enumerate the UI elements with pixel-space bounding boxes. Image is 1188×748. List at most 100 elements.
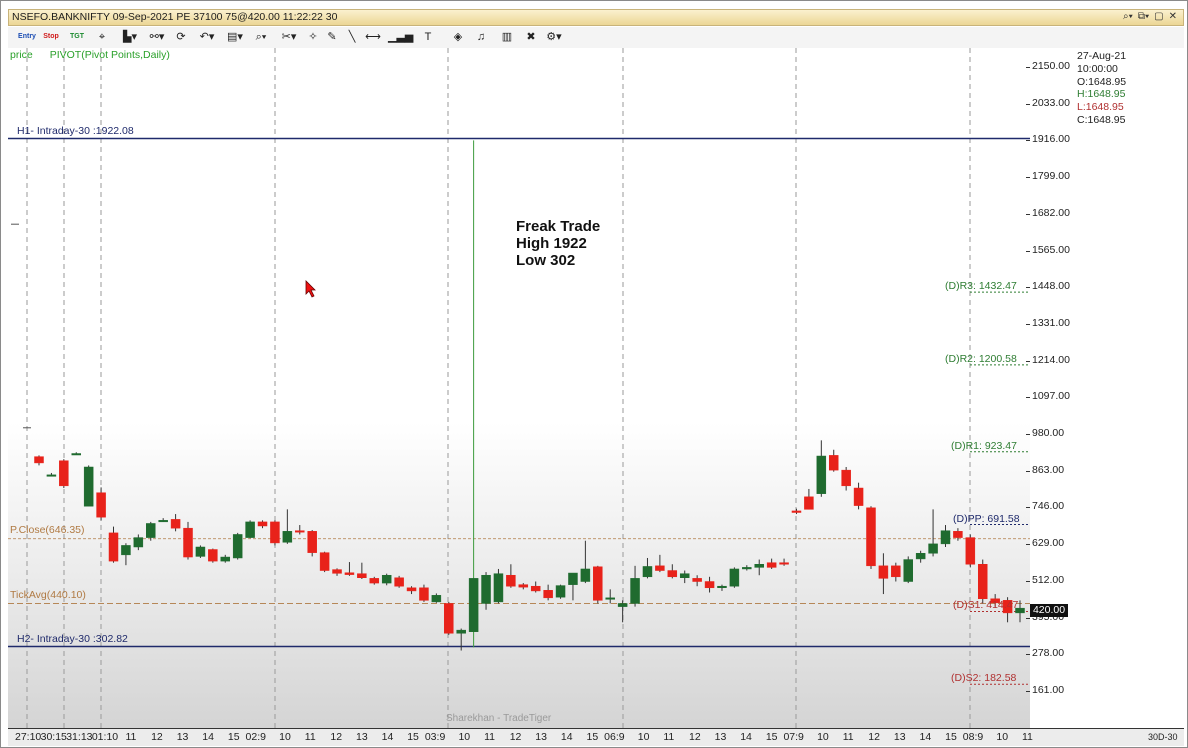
x-axis-tick-label: 01:10 (91, 731, 119, 743)
candlestick-chart[interactable] (8, 48, 1030, 728)
x-axis-tick-label: 14 (202, 731, 214, 743)
candle-body-down (853, 487, 864, 506)
zoom-icon[interactable]: ⌕▾ (255, 31, 267, 43)
link-icon[interactable]: ⚯▾ (149, 31, 165, 43)
y-axis-tick (1026, 544, 1030, 546)
candle-body-down (953, 531, 963, 538)
candle-body-down (841, 469, 851, 487)
bar-chart-icon[interactable]: ▥ (501, 31, 513, 43)
x-axis-tick-label: 14 (560, 731, 573, 743)
x-axis-tick-label: 12 (151, 731, 163, 743)
candle-body-up (1015, 607, 1025, 614)
candle-body-up (580, 568, 591, 582)
settings-icon[interactable]: ⚙▾ (546, 31, 562, 43)
ruler-icon[interactable]: ◈ (453, 31, 463, 43)
candle-body-up (493, 573, 504, 603)
y-axis-tick (1026, 691, 1030, 692)
candle-body-down (170, 519, 181, 529)
candle-body-up (220, 556, 231, 562)
mouse-cursor-icon (305, 280, 316, 298)
x-axis-tick-label: 15 (765, 731, 778, 743)
refresh-icon[interactable]: ⟳ (176, 31, 186, 43)
tick-avg-label: TickAvg(440.10) (10, 589, 86, 601)
close-icon[interactable]: ✕ (1168, 11, 1177, 22)
candle-body-up (754, 564, 764, 568)
ohlc-date: 27-Aug-21 (1077, 50, 1127, 62)
candle-body-down (543, 590, 553, 599)
candle-body-up (282, 531, 293, 543)
y-axis-tick-label: 1214.00 (1032, 353, 1070, 366)
y-axis-tick (1026, 507, 1030, 509)
chart-type-icon[interactable]: ▙▾ (123, 31, 137, 43)
price-axis[interactable]: 2150.00 2033.00 1916.00 1799.00 1682.00 1565.… (1026, 48, 1184, 728)
candle-body-down (977, 564, 988, 600)
restore-icon[interactable]: ⧉▾ (1137, 11, 1150, 22)
candle-body-up (742, 567, 752, 570)
zoom-icon[interactable]: ⌕▾ (1123, 11, 1133, 22)
title-bar[interactable]: NSEFO.BANKNIFTY 09-Sep-2021 PE 37100 75@… (8, 9, 1184, 26)
time-axis[interactable]: 27:10 30:15 31:13 01:10 11 12 13 14 15 02:9 10 11 12… (8, 728, 1184, 746)
y-axis-tick (1026, 287, 1030, 289)
x-axis-tick-label: 07:9 (783, 731, 804, 743)
x-axis-tick-label: 12 (689, 731, 701, 743)
undo-icon[interactable]: ↶▾ (199, 31, 215, 43)
x-axis-tick-label: 12 (868, 731, 880, 743)
y-axis-tick-label: 1565.00 (1032, 243, 1070, 256)
x-axis-tick-label: 11 (842, 731, 854, 743)
candle-body-down (208, 549, 218, 562)
y-axis-tick (1026, 580, 1030, 582)
chart-toolbar: Entry Stop TGT ⌖ ▙▾ ⚯▾ ⟳ ↶▾ ▤▾ ⌕▾ ✂▾ ✧ ✎… (8, 27, 1184, 49)
x-axis-tick-label: 13 (893, 731, 906, 743)
y-axis-tick-label: 1799.00 (1032, 170, 1070, 183)
x-axis-tick-label: 12 (509, 731, 522, 743)
chart-area[interactable] (8, 48, 1031, 728)
text-tool-icon[interactable]: T (424, 31, 432, 43)
y-axis-tick-label: 980.00 (1032, 427, 1065, 440)
y-axis-tick-label: 161.00 (1032, 684, 1065, 696)
candle-body-up (71, 453, 82, 456)
x-axis-tick-label: 11 (304, 731, 316, 743)
x-axis-tick-label: 15 (407, 731, 419, 743)
candle-body-down (667, 570, 678, 578)
volume-icon[interactable]: ▁▃▅ (388, 31, 414, 43)
y-axis-tick-label: 2033.00 (1032, 96, 1070, 109)
y-axis-tick (1026, 470, 1030, 472)
candle-body-up (83, 466, 94, 507)
drawing-tool-icon[interactable]: ✧ (308, 31, 318, 43)
entry-button[interactable]: Entry (18, 33, 36, 40)
book-icon[interactable]: ▤▾ (227, 31, 243, 43)
annotation-line-1: Freak Trade (516, 218, 601, 235)
y-axis-tick-label: 1331.00 (1032, 316, 1070, 329)
annotation-line-2: High 1922 (516, 235, 587, 252)
x-axis-tick-label: 13 (356, 731, 368, 743)
target-button[interactable]: TGT (70, 33, 84, 40)
x-axis-tick-label: 06:9 (604, 731, 625, 743)
maximize-icon[interactable]: ▢ (1154, 11, 1164, 22)
horizontal-line-icon[interactable]: ⟷ (365, 31, 381, 43)
alert-icon[interactable]: ♫ (476, 31, 486, 43)
y-axis-tick (1026, 250, 1030, 252)
candle-body-down (655, 565, 665, 571)
prev-close-label: P.Close(646.35) (10, 524, 85, 536)
candle-body-up (46, 474, 57, 477)
crosshair-icon[interactable]: ⌖ (98, 31, 106, 43)
y-axis-tick-label: 512.00 (1032, 573, 1065, 586)
pivot-s1-label: (D)S1: 414.47 (953, 599, 1019, 611)
y-axis-tick (1026, 360, 1030, 362)
candle-body-down (183, 527, 193, 558)
pen-icon[interactable]: ✎ (327, 31, 337, 43)
h1-line-label: H1- Intraday-30 :1922.08 (17, 125, 134, 137)
stop-button[interactable]: Stop (43, 33, 59, 40)
line-tool-icon[interactable]: ╲ (348, 31, 356, 43)
cut-icon[interactable]: ✂▾ (281, 31, 297, 43)
y-axis-tick-label: 1682.00 (1032, 206, 1070, 219)
candle-body-up (903, 559, 913, 582)
delete-icon[interactable]: ✖ (526, 31, 536, 43)
x-axis-tick-label: 10 (817, 731, 829, 743)
candle-body-down (96, 492, 106, 518)
x-axis-tick-label: 10 (637, 731, 650, 743)
x-axis-tick-label: 08:9 (962, 731, 984, 743)
y-axis-tick-label: 2150.00 (1032, 60, 1070, 72)
current-price-marker: 420.00 (1030, 604, 1068, 617)
window-title: NSEFO.BANKNIFTY 09-Sep-2021 PE 37100 75@… (12, 11, 338, 23)
